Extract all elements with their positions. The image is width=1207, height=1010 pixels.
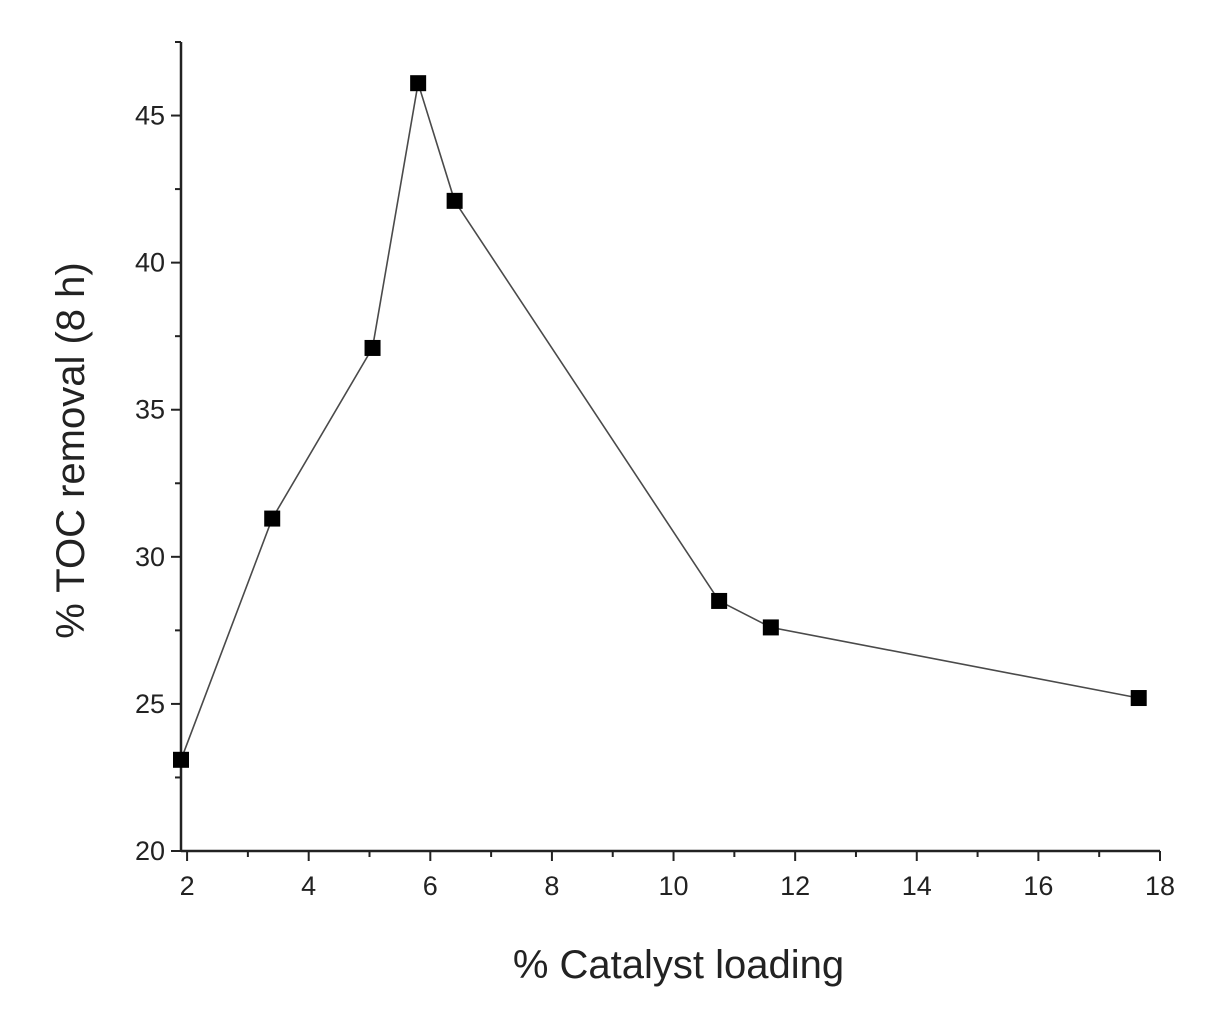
y-tick-label: 40 bbox=[135, 248, 165, 278]
x-tick-label: 14 bbox=[902, 871, 932, 901]
data-point bbox=[711, 592, 728, 609]
x-tick-label: 18 bbox=[1145, 871, 1175, 901]
data-point bbox=[264, 510, 281, 527]
y-tick-label: 35 bbox=[135, 395, 165, 425]
y-tick-label: 25 bbox=[135, 689, 165, 719]
x-ticks: 2 4 6 8 10 12 14 16 18 bbox=[180, 851, 1175, 901]
y-tick-label: 45 bbox=[135, 101, 165, 131]
data-point bbox=[446, 192, 463, 209]
x-tick-label: 6 bbox=[423, 871, 438, 901]
x-tick-label: 4 bbox=[301, 871, 316, 901]
axes bbox=[179, 42, 1160, 853]
x-tick-label: 16 bbox=[1023, 871, 1053, 901]
data-point bbox=[410, 75, 427, 92]
y-tick-label: 20 bbox=[135, 836, 165, 866]
x-tick-label: 2 bbox=[180, 871, 195, 901]
y-tick-label: 30 bbox=[135, 542, 165, 572]
data-point bbox=[173, 751, 189, 768]
data-point bbox=[364, 339, 381, 356]
x-tick-label: 10 bbox=[659, 871, 689, 901]
x-tick-label: 8 bbox=[544, 871, 559, 901]
series bbox=[173, 75, 1147, 768]
data-point bbox=[762, 619, 779, 636]
series-line bbox=[180, 82, 1139, 761]
x-axis-title: % Catalyst loading bbox=[513, 943, 844, 987]
y-axis-title: % TOC removal (8 h) bbox=[49, 262, 93, 638]
y-ticks: 20 25 30 35 40 45 bbox=[135, 41, 181, 866]
data-point bbox=[1130, 690, 1147, 707]
x-tick-label: 12 bbox=[780, 871, 810, 901]
